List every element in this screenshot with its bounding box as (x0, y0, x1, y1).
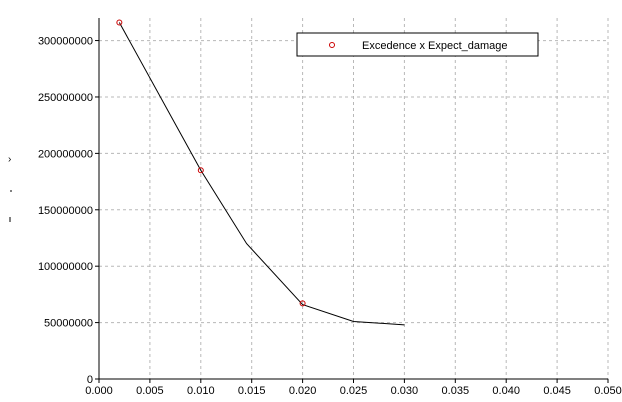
y-tick-labels: 0 50000000 100000000 150000000 200000000 2500… (38, 36, 99, 386)
stray-mark: › (8, 154, 11, 165)
x-tick-label: 0.000 (85, 385, 113, 397)
y-tick-label: 100000000 (38, 261, 93, 273)
y-tick-label: 0 (87, 374, 93, 386)
legend-marker-icon (329, 42, 335, 48)
data-point (299, 300, 306, 307)
data-point (197, 167, 204, 174)
x-tick-label: 0.035 (442, 385, 470, 397)
fitted-line (118, 22, 405, 326)
y-tick-label: 250000000 (38, 92, 93, 104)
x-tick-label: 0.050 (594, 385, 622, 397)
x-tick-label: 0.015 (238, 385, 266, 397)
x-tick-label: 0.010 (187, 385, 215, 397)
x-tick-label: 0.005 (136, 385, 164, 397)
legend: Excedence x Expect_damage (296, 32, 539, 57)
x-tick-label: 0.020 (289, 385, 317, 397)
x-tick-label: 0.040 (492, 385, 520, 397)
legend-label: Excedence x Expect_damage (362, 40, 508, 52)
series (116, 19, 405, 326)
y-tick-label: 300000000 (38, 36, 93, 48)
grid-lines (99, 18, 609, 379)
legend-box (296, 32, 539, 57)
y-tick-label: 150000000 (38, 205, 93, 217)
x-tick-label: 0.045 (543, 385, 571, 397)
x-tick-labels: 0.000 0.005 0.010 0.015 0.020 0.025 0.030 0.035… (85, 379, 622, 397)
y-tick-label: 200000000 (38, 148, 93, 160)
x-tick-label: 0.030 (391, 385, 419, 397)
data-point (116, 19, 123, 26)
y-tick-label: 50000000 (44, 318, 93, 330)
x-tick-label: 0.025 (340, 385, 368, 397)
